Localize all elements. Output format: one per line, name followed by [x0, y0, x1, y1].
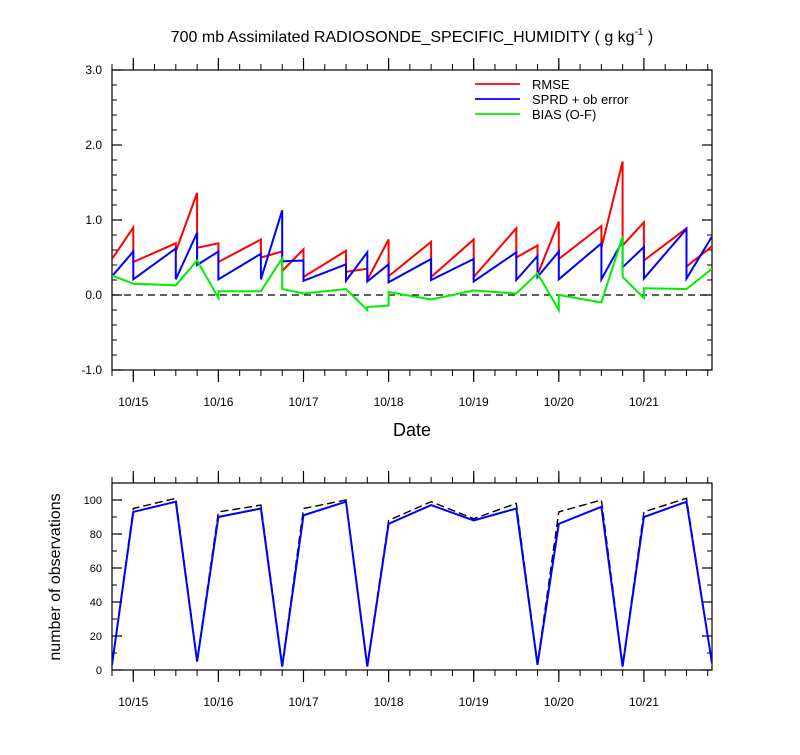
bias-o-f-series-line [112, 236, 712, 314]
x-tick-label: 10/18 [374, 395, 404, 409]
x-tick-label: 10/20 [544, 395, 574, 409]
rmse-series-line [112, 161, 712, 281]
y-tick-label: 60 [90, 563, 102, 575]
x-tick-label: 10/16 [203, 395, 233, 409]
y-tick-label: 20 [90, 631, 102, 643]
x-tick-label: 10/19 [459, 395, 489, 409]
x-tick-label: 10/17 [288, 395, 318, 409]
y-axis-label: number of observations [47, 493, 64, 660]
x-tick-label: 10/21 [629, 395, 659, 409]
x-tick-label: 10/17 [288, 695, 318, 709]
chart-title-end: ) [643, 29, 653, 46]
sprd-ob-error-series-line [112, 210, 712, 284]
y-tick-label: 80 [90, 529, 102, 541]
plot-frame [111, 482, 713, 671]
x-tick-label: 10/21 [629, 695, 659, 709]
legend-label: RMSE [532, 77, 570, 92]
x-tick-label: 10/20 [544, 695, 574, 709]
total-obs-series-line [112, 497, 712, 666]
x-tick-label: 10/15 [118, 395, 148, 409]
x-tick-label: 10/19 [459, 695, 489, 709]
x-tick-label: 10/16 [203, 695, 233, 709]
y-tick-label: 0.0 [85, 288, 102, 302]
chart-title-text: 700 mb Assimilated RADIOSONDE_SPECIFIC_H… [171, 29, 635, 46]
y-tick-label: 0 [96, 665, 102, 677]
y-tick-label: 1.0 [85, 213, 102, 227]
rmse-spread-bias-panel: 700 mb Assimilated RADIOSONDE_SPECIFIC_H… [81, 27, 713, 440]
chart-title: 700 mb Assimilated RADIOSONDE_SPECIFIC_H… [171, 27, 654, 46]
y-tick-label: 40 [90, 597, 102, 609]
x-tick-label: 10/18 [374, 695, 404, 709]
observation-count-panel: 0 20 40 60 80 100 10/15 10/16 10/17 10/18 10/19 10/… [47, 471, 713, 709]
legend-label: SPRD + ob error [532, 92, 629, 107]
legend-label: BIAS (O-F) [532, 107, 596, 122]
y-tick-label: 3.0 [85, 63, 102, 77]
assimilated-obs-series-line [112, 500, 712, 667]
y-tick-label: 2.0 [85, 138, 102, 152]
x-tick-label: 10/15 [118, 695, 148, 709]
x-axis-label: Date [393, 420, 431, 440]
chart-title-superscript: -1 [635, 27, 644, 38]
y-tick-label: -1.0 [81, 363, 102, 377]
y-tick-label: 100 [84, 495, 102, 507]
